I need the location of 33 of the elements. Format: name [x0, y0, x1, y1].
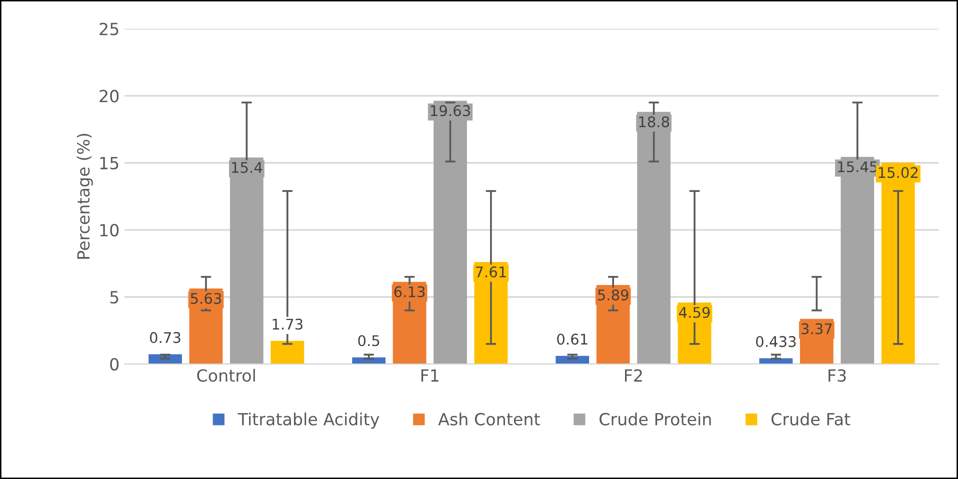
data-label: 0.73: [150, 332, 180, 344]
y-axis-title: Percentage (%): [76, 134, 93, 259]
bar: [230, 157, 264, 364]
bar: [270, 340, 304, 364]
data-label: 4.59: [679, 306, 710, 318]
y-tick-label: 15: [100, 157, 118, 170]
data-label: 3.37: [802, 323, 832, 334]
data-label: 1.73: [272, 318, 302, 330]
data-label: 0.433: [756, 336, 796, 348]
y-tick-label: 0: [110, 358, 119, 371]
data-label: 5.63: [190, 292, 222, 304]
data-label: 15.02: [878, 167, 918, 178]
x-tick-label: F2: [625, 369, 642, 382]
legend-label: Titratable Acidity: [238, 412, 380, 429]
y-tick-label: 5: [110, 291, 118, 304]
x-tick-label: Control: [197, 368, 255, 382]
legend-label: Ash Content: [438, 412, 540, 426]
data-label: 18.8: [639, 116, 670, 128]
data-label: 5.89: [598, 289, 628, 300]
y-tick-label: 20: [100, 90, 119, 102]
data-label: 7.61: [476, 266, 506, 278]
data-label: 19.63: [430, 105, 470, 116]
x-tick-label: F3: [828, 369, 846, 382]
x-tick-label: F1: [421, 369, 438, 382]
legend-label: Crude Protein: [600, 412, 711, 426]
y-tick-label: 10: [100, 224, 119, 236]
data-label: 0.61: [557, 334, 588, 345]
y-tick-label: 25: [100, 22, 118, 36]
legend-label: Crude Fat: [771, 412, 850, 426]
data-label: 6.13: [394, 286, 425, 298]
data-label: 15.4: [232, 162, 262, 173]
bar: [637, 112, 671, 364]
data-label: 0.5: [358, 335, 380, 346]
